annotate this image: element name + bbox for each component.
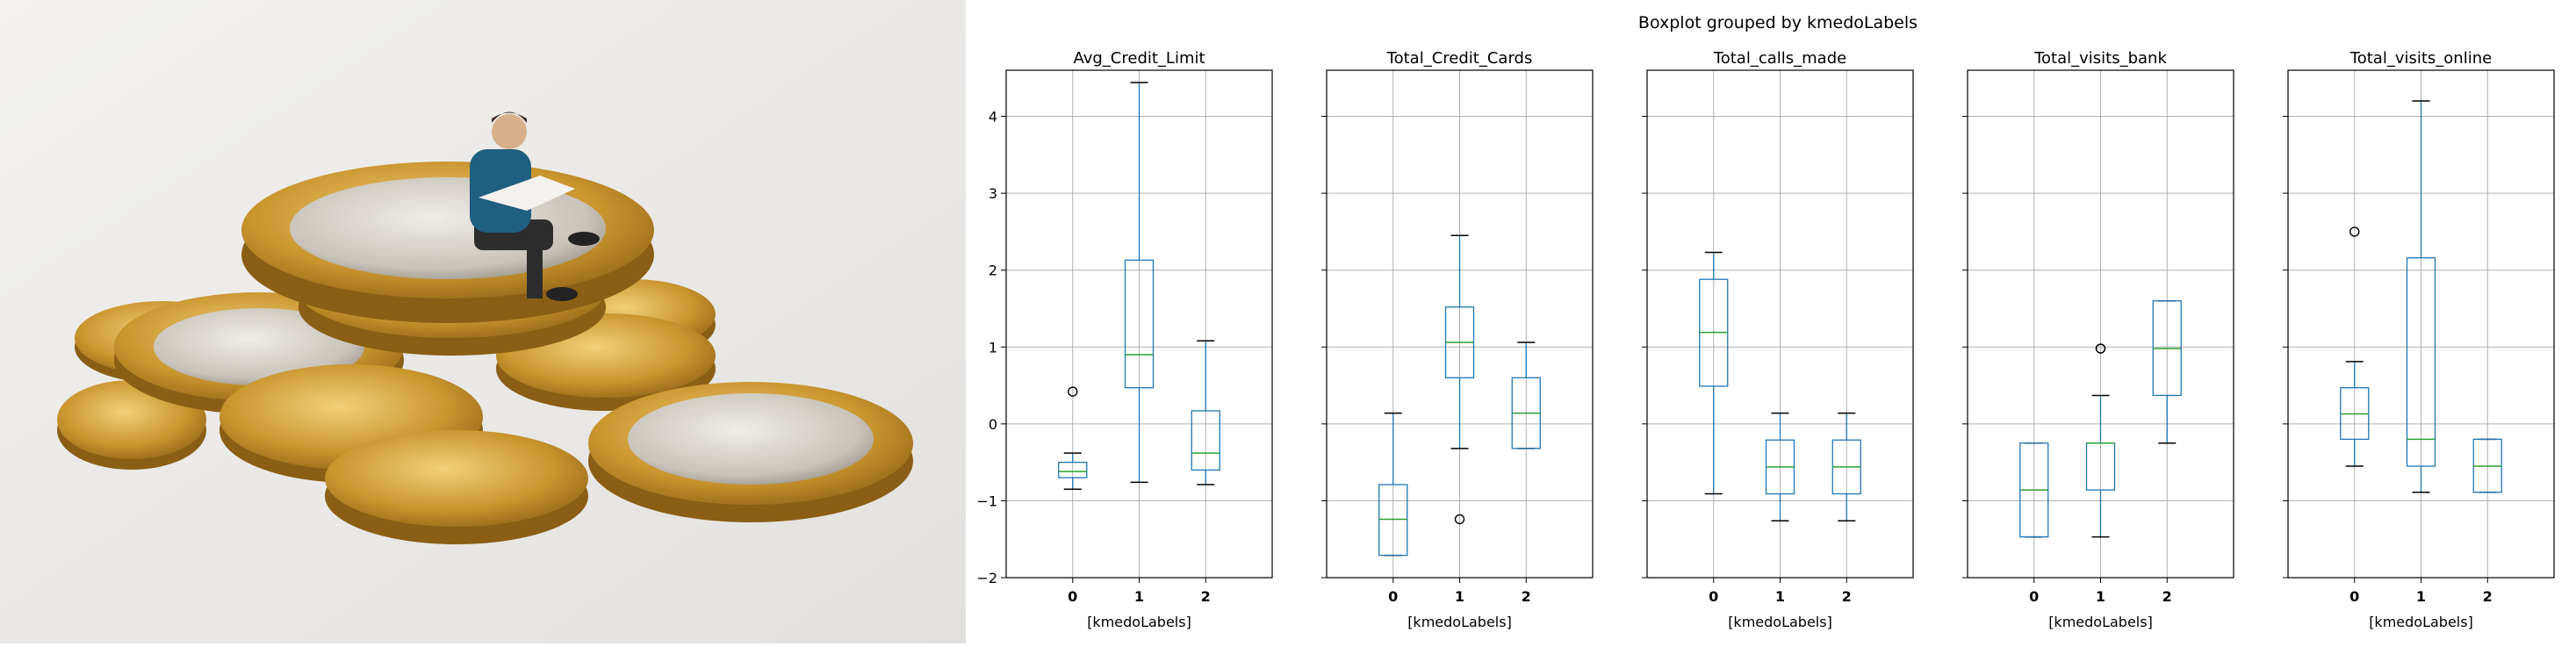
x-axis-label: [kmedoLabels] [1728,614,1832,630]
coins-illustration [0,0,966,643]
iqr-box [1058,461,1088,478]
xtick-label: 2 [1522,588,1531,605]
panel-total-credit-cards: 0 1 2 Total_Credit_Cards [kmedoLabels] [1321,49,1594,630]
panel-title: Avg_Credit_Limit [1073,49,1205,68]
outlier-point [1068,386,1078,397]
panel-frame [1326,69,1594,579]
box-1 [1124,82,1155,484]
xtick-label: 1 [1455,588,1464,605]
box-0 [1058,386,1088,491]
ytick-label: −1 [976,492,997,509]
chart-title: Boxplot grouped by kmedoLabels [1638,13,1918,32]
x-axis-label: [kmedoLabels] [1087,614,1191,630]
outlier-point [2349,226,2360,237]
xtick-label: 2 [2162,588,2172,605]
box-0 [2019,442,2049,538]
coins-photo [0,0,966,643]
panel-total-calls-made: 0 1 2 Total_calls_made [kmedoLabels] [1642,49,1914,630]
box-2 [1511,341,1541,449]
box-1 [1444,234,1475,525]
panel-total-visits-bank: 0 1 2 Total_visits_bank [kmedoLabels] [1962,49,2234,630]
ytick-label: 1 [989,339,997,356]
panel-title: Total_calls_made [1713,49,1846,68]
panel-title: Total_visits_online [2349,49,2492,68]
xtick-label: 1 [2096,588,2105,605]
ytick-label: 2 [989,262,997,279]
box-1 [1765,412,1795,521]
figure [470,111,600,301]
box-2 [2152,299,2182,444]
boxplot-chart: Boxplot grouped by kmedoLabels −2 −1 0 1 2 3 4… [966,0,2576,643]
panel-title: Total_Credit_Cards [1386,49,1533,68]
xtick-label: 0 [2349,588,2359,605]
box-2 [1831,412,1861,521]
panel-title: Total_visits_bank [2033,49,2167,68]
ytick-label: 0 [989,416,997,433]
x-axis-label: [kmedoLabels] [2369,614,2473,630]
xtick-label: 1 [2416,588,2426,605]
ytick-label: −2 [976,570,997,586]
xtick-label: 1 [1775,588,1785,605]
panel-frame [1646,69,1914,579]
box-1 [2406,100,2436,493]
panel-avg-credit-limit: −2 −1 0 1 2 3 4 0 1 2 Avg_Credit_Limit [kmedoLabels… [976,49,1273,630]
xtick-label: 2 [2483,588,2493,605]
outlier-point [2095,343,2106,354]
box-0 [1699,251,1729,495]
panel-total-visits-online: 0 1 2 Total_visits_online [kmedoLabels] [2283,49,2555,630]
iqr-box [1124,259,1155,389]
box-1 [2085,343,2116,538]
xtick-label: 0 [1068,588,1077,605]
xtick-label: 1 [1134,588,1144,605]
box-2 [2472,438,2502,493]
xtick-label: 0 [2029,588,2039,605]
outlier-point [1454,514,1465,525]
iqr-box [1191,410,1220,471]
xtick-label: 0 [1709,588,1718,605]
ytick-label: 3 [989,185,997,202]
box-2 [1191,340,1220,485]
iqr-box [2406,257,2436,467]
boxplot-svg: Boxplot grouped by kmedoLabels −2 −1 0 1 2 3 4… [976,13,2555,630]
x-axis-label: [kmedoLabels] [2048,614,2153,630]
box-0 [2340,226,2370,467]
panel-frame [2287,69,2555,579]
box-0 [1378,412,1408,557]
xtick-label: 2 [1842,588,1852,605]
iqr-box [1378,484,1408,557]
panel-frame [1967,69,2234,579]
xtick-label: 2 [1201,588,1211,605]
x-axis-label: [kmedoLabels] [1407,614,1512,630]
panel-frame [1005,69,1273,579]
xtick-label: 0 [1388,588,1398,605]
ytick-label: 4 [989,109,997,126]
